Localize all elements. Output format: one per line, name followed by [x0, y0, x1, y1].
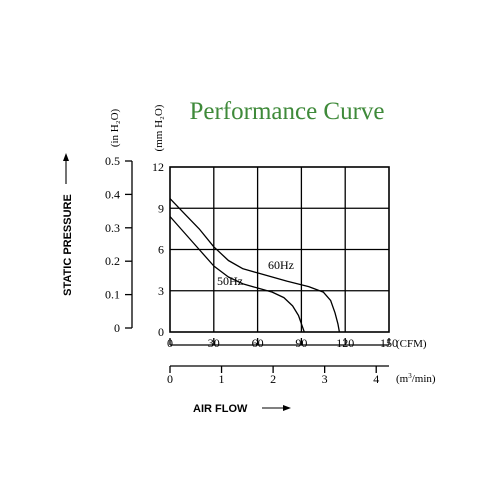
x-primary-tick-label: 60 [252, 336, 264, 350]
y-secondary-tick-label: 0.1 [105, 288, 120, 302]
x-axis-arrowhead-icon [283, 405, 291, 411]
x-primary-tick-label: 30 [208, 336, 220, 350]
y-secondary-tick-label: 0.4 [105, 187, 120, 201]
x-secondary-tick-label: 1 [219, 372, 225, 386]
y-secondary-ticks: 0 0.1 0.2 0.3 0.4 0.5 [105, 154, 132, 335]
x-primary-tick-label: 0 [167, 336, 173, 350]
y-axis-title: STATIC PRESSURE [62, 194, 74, 296]
y-secondary-tick-label: 0.3 [105, 221, 120, 235]
y-secondary-unit: (in H₂O) [109, 108, 121, 147]
series-line-60hz [169, 198, 341, 333]
x-secondary-ticks: 0 1 2 3 4 [167, 366, 379, 386]
y-primary-unit: (mm H₂O) [153, 104, 165, 151]
y-secondary-tick-label: 0.5 [105, 154, 120, 168]
y-primary-tick-label: 6 [158, 243, 164, 257]
x-secondary-tick-label: 3 [322, 372, 328, 386]
y-primary-tick-label: 3 [158, 284, 164, 298]
x-secondary-unit: (m3/min) [396, 372, 436, 385]
x-secondary-tick-label: 4 [373, 372, 379, 386]
series-label-60hz: 60Hz [268, 258, 294, 272]
x-secondary-tick-label: 0 [167, 372, 173, 386]
y-primary-tick-labels: 0 3 6 9 12 [152, 160, 164, 339]
y-primary-tick-label: 9 [158, 201, 164, 215]
x-secondary-tick-label: 2 [270, 372, 276, 386]
x-axis-title: AIR FLOW [193, 403, 248, 415]
y-primary-tick-label: 12 [152, 160, 164, 174]
x-primary-unit: (CFM) [396, 338, 427, 350]
x-primary-tick-label: 120 [336, 336, 354, 350]
x-primary-tick-label: 90 [295, 336, 307, 350]
series-line-50hz [169, 216, 305, 333]
x-primary-tick-label: 150 [380, 336, 398, 350]
y-primary-tick-label: 0 [158, 325, 164, 339]
series-label-50hz: 50Hz [217, 274, 243, 288]
y-axis-arrowhead-icon [63, 153, 69, 161]
series-curves [169, 198, 341, 333]
x-primary-ticks: 0 30 60 90 120 150 [167, 336, 398, 350]
y-secondary-tick-label: 0 [114, 321, 120, 335]
chart-title: Performance Curve [189, 98, 384, 125]
y-secondary-tick-label: 0.2 [105, 254, 120, 268]
plot-grid [170, 167, 389, 332]
